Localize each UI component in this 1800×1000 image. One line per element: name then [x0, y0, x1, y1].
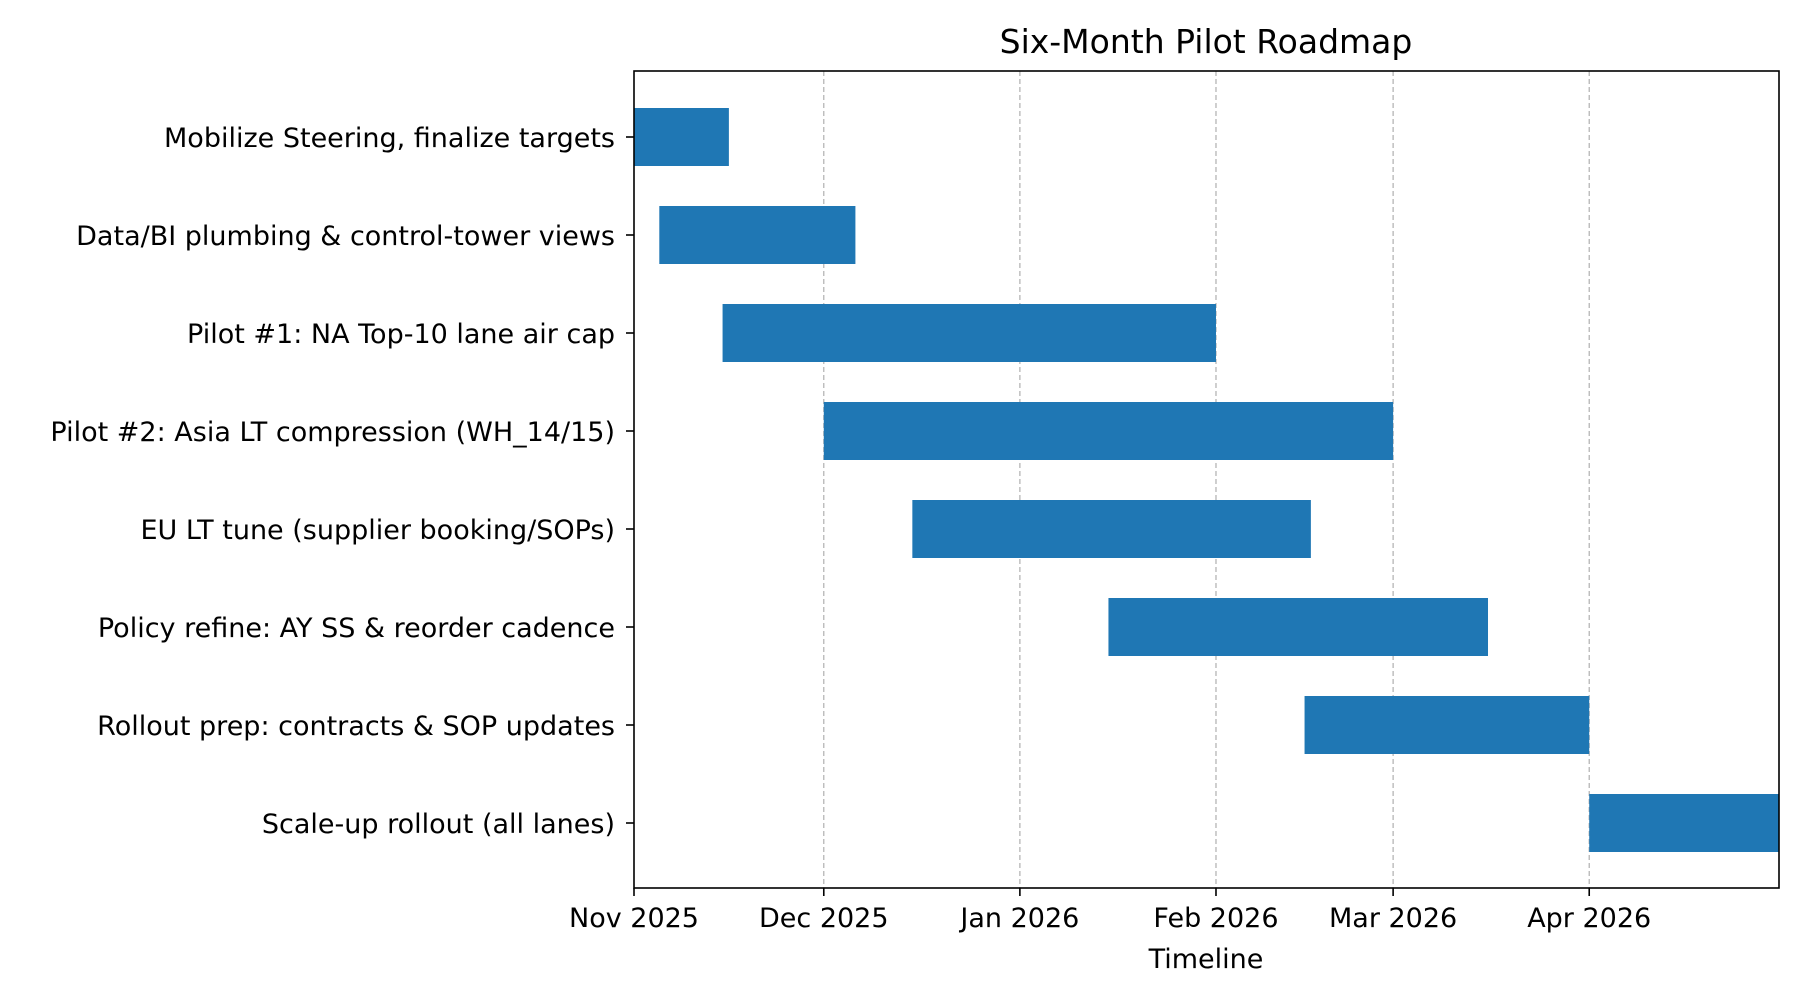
task-bars [634, 108, 1779, 852]
x-axis-label: Timeline [1148, 944, 1264, 975]
x-axis: Nov 2025 Dec 2025 Jan 2026 Feb 2026 Mar 2026… [569, 888, 1651, 934]
x-tick-label: Apr 2026 [1527, 903, 1651, 934]
task-bar [1108, 598, 1489, 656]
chart-title: Six-Month Pilot Roadmap [1000, 22, 1413, 61]
task-bar [823, 402, 1394, 460]
task-label: Scale-up rollout (all lanes) [262, 809, 615, 840]
task-bar [912, 500, 1311, 558]
task-bar [722, 304, 1216, 362]
task-bar [659, 206, 856, 264]
task-bar [1589, 794, 1779, 852]
task-label: Pilot #1: NA Top-10 lane air cap [187, 319, 615, 350]
x-tick-label: Dec 2025 [759, 903, 889, 934]
task-label: Mobilize Steering, finalize targets [164, 123, 615, 154]
task-label: Rollout prep: contracts & SOP updates [97, 711, 615, 742]
task-label: EU LT tune (supplier booking/SOPs) [140, 515, 615, 546]
x-tick-label: Jan 2026 [958, 903, 1079, 934]
task-bar [634, 108, 729, 166]
task-label: Pilot #2: Asia LT compression (WH_14/15) [50, 417, 615, 448]
plot-area-frame [633, 70, 1780, 889]
task-label: Data/BI plumbing & control-tower views [76, 221, 615, 252]
x-tick-label: Mar 2026 [1329, 903, 1457, 934]
y-axis: Mobilize Steering, finalize targets Data/… [50, 123, 634, 840]
x-tick-label: Nov 2025 [569, 903, 699, 934]
task-label: Policy refine: AY SS & reorder cadence [98, 613, 615, 644]
task-bar [1304, 696, 1590, 754]
x-tick-label: Feb 2026 [1153, 903, 1278, 934]
